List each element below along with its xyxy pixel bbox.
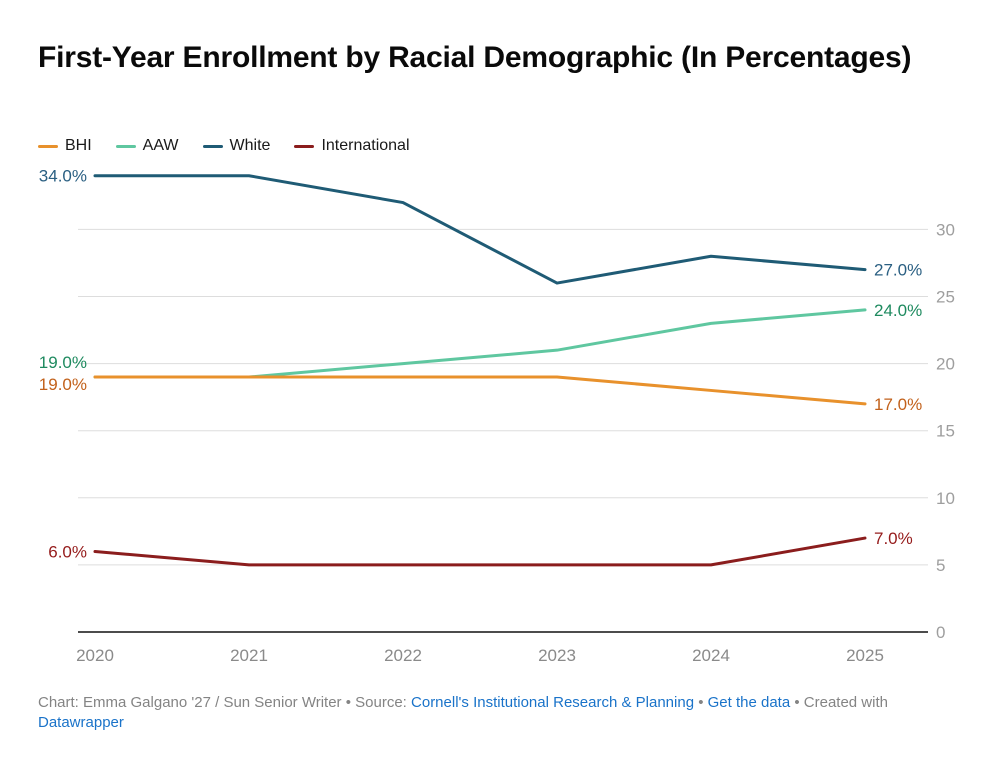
y-tick-label-30: 30 xyxy=(936,220,955,239)
y-tick-label-15: 15 xyxy=(936,422,955,441)
start-value-label-bhi: 19.0% xyxy=(39,375,87,394)
x-tick-label-2020: 2020 xyxy=(76,646,114,665)
series-line-international xyxy=(93,536,867,567)
end-value-label-international: 7.0% xyxy=(874,529,913,548)
footer-separator: • xyxy=(694,694,708,711)
attribution-footer: Chart: Emma Galgano '27 / Sun Senior Wri… xyxy=(38,693,948,732)
source-link[interactable]: Cornell's Institutional Research & Plann… xyxy=(411,694,695,711)
legend-label-bhi: BHI xyxy=(65,137,92,154)
end-value-label-white: 27.0% xyxy=(874,261,922,280)
y-tick-label-0: 0 xyxy=(936,623,945,642)
chart-title: First-Year Enrollment by Racial Demograp… xyxy=(38,41,912,74)
x-tick-label-2021: 2021 xyxy=(230,646,268,665)
y-tick-label-20: 20 xyxy=(936,355,955,374)
x-tick-label-2023: 2023 xyxy=(538,646,576,665)
y-tick-label-5: 5 xyxy=(936,556,945,575)
series-line-white xyxy=(93,174,867,285)
start-value-label-international: 6.0% xyxy=(48,542,87,561)
x-tick-label-2025: 2025 xyxy=(846,646,884,665)
series-line-aaw xyxy=(93,308,867,379)
end-value-label-bhi: 17.0% xyxy=(874,395,922,414)
x-tick-label-2022: 2022 xyxy=(384,646,422,665)
legend-swatch-aaw xyxy=(115,144,136,148)
legend-label-aaw: AAW xyxy=(142,137,179,154)
legend-swatch-white xyxy=(202,144,223,148)
x-tick-label-2024: 2024 xyxy=(692,646,730,665)
legend-label-white: White xyxy=(229,137,271,154)
datawrapper-link[interactable]: Datawrapper xyxy=(38,713,124,731)
y-tick-label-25: 25 xyxy=(936,288,955,307)
start-value-label-white: 34.0% xyxy=(39,167,87,186)
legend-item-white: White xyxy=(202,137,271,155)
legend-item-international: International xyxy=(294,137,410,155)
footer-credit-text: Chart: Emma Galgano '27 / Sun Senior Wri… xyxy=(38,694,412,711)
chart-legend: BHI AAW White International xyxy=(38,137,410,155)
legend-item-bhi: BHI xyxy=(38,137,92,155)
legend-swatch-international xyxy=(294,144,315,148)
legend-swatch-bhi xyxy=(38,144,58,148)
series-line-bhi xyxy=(93,375,867,406)
legend-item-aaw: AAW xyxy=(115,137,179,155)
start-value-label-aaw: 19.0% xyxy=(39,353,87,372)
y-tick-label-10: 10 xyxy=(936,489,955,508)
footer-created-with-text: • Created with xyxy=(790,694,888,711)
end-value-label-aaw: 24.0% xyxy=(874,301,922,320)
legend-label-international: International xyxy=(321,137,410,154)
get-the-data-link[interactable]: Get the data xyxy=(707,694,791,711)
